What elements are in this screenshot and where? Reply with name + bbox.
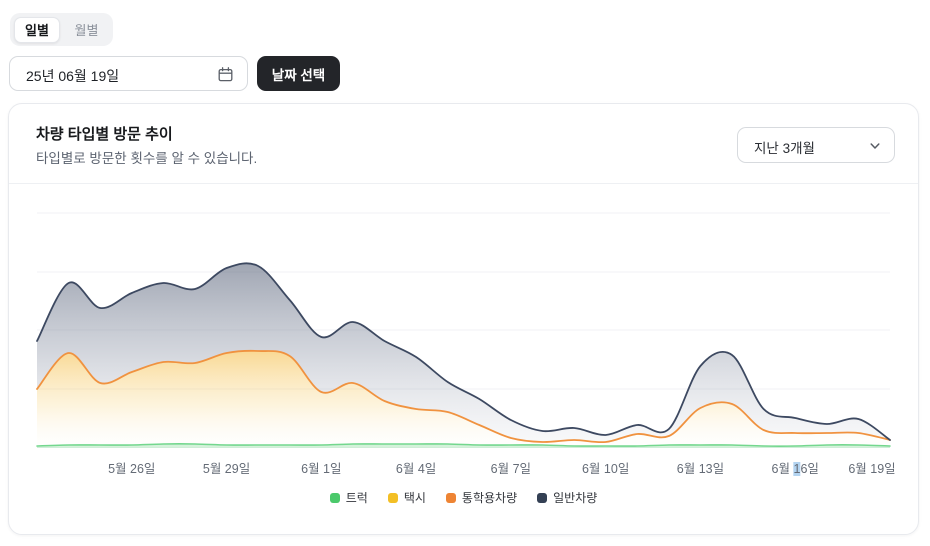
legend-swatch-icon <box>445 492 456 503</box>
range-select[interactable]: 지난 3개월 <box>737 127 895 163</box>
range-select-value: 지난 3개월 <box>754 141 815 156</box>
chart-legend: 트럭 택시 통학용차량 일반차량 <box>8 489 919 506</box>
chevron-down-icon <box>870 143 880 149</box>
tab-daily[interactable]: 일별 <box>14 16 60 43</box>
legend-swatch-icon <box>387 492 398 503</box>
legend-item: 일반차량 <box>537 489 597 506</box>
period-tab-group: 일별 월별 <box>10 13 113 46</box>
legend-swatch-icon <box>537 492 548 503</box>
x-axis-tick: 5월 29일 <box>202 462 251 476</box>
x-axis-tick: 6월 16일 <box>771 462 819 476</box>
date-select-button[interactable]: 날짜 선택 <box>257 56 340 91</box>
legend-item: 통학용차량 <box>445 489 518 506</box>
x-axis-tick: 6월 19일 <box>848 462 896 476</box>
legend-label: 일반차량 <box>553 491 598 505</box>
calendar-icon[interactable] <box>217 66 234 83</box>
legend-label: 택시 <box>403 491 426 505</box>
x-axis-tick: 6월 7일 <box>490 462 532 476</box>
visits-area-chart[interactable] <box>8 195 919 448</box>
x-axis-tick: 5월 26일 <box>108 462 156 476</box>
card-subtitle: 타입별로 방문한 횟수를 알 수 있습니다. <box>36 151 258 166</box>
tab-monthly[interactable]: 월별 <box>64 17 109 43</box>
date-input[interactable]: 25년 06월 19일 <box>9 56 248 91</box>
x-axis-tick: 6월 10일 <box>581 462 630 476</box>
legend-label: 통학용차량 <box>461 491 518 505</box>
legend-label: 트럭 <box>345 491 368 505</box>
legend-swatch-icon <box>329 492 340 503</box>
x-axis-tick: 6월 4일 <box>395 462 437 476</box>
x-axis-tick: 6월 1일 <box>301 462 342 476</box>
date-input-value: 25년 06월 19일 <box>26 68 120 84</box>
x-axis-tick: 6월 13일 <box>676 462 725 476</box>
card-title: 차량 타입별 방문 추이 <box>36 126 173 143</box>
legend-item: 택시 <box>387 489 426 506</box>
legend-item: 트럭 <box>329 489 368 506</box>
card-divider <box>9 183 918 184</box>
selected-text: 1 <box>793 462 801 476</box>
